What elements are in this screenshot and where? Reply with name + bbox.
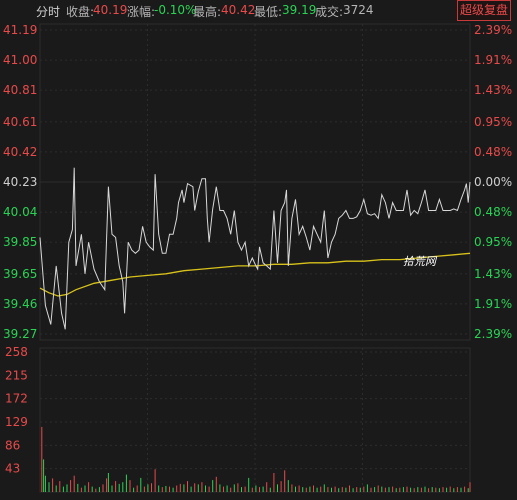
price-tick-label: 40.04	[3, 205, 37, 219]
volume-axis: 258 215 172 129 86 43	[5, 345, 28, 476]
percent-axis-right: 2.39% 1.91% 1.43% 0.95% 0.48% 0.00% 0.48% 0.95%…	[474, 23, 512, 341]
percent-tick-label: 0.48%	[474, 205, 512, 219]
price-axis-left: 41.19 41.00 40.81 40.61 40.42 40.23 40.04 39.85…	[3, 23, 37, 341]
price-tick-label: 41.19	[3, 23, 37, 37]
percent-tick-label: 0.95%	[474, 235, 512, 249]
high-label: 最高:	[193, 5, 222, 19]
volume-tick-label: 129	[5, 415, 28, 429]
close-value: 40.19	[93, 3, 128, 17]
price-tick-label: 39.65	[3, 267, 37, 281]
price-tick-label: 40.61	[3, 115, 37, 129]
percent-tick-label: 0.48%	[474, 145, 512, 159]
price-tick-label: 41.00	[3, 53, 37, 67]
chart-header: 分时 收盘: 40.19 涨幅: -0.10% 最高: 40.42 最低: 39…	[0, 0, 517, 20]
grid-lines	[39, 23, 471, 493]
volume-tick-label: 43	[5, 462, 20, 476]
percent-tick-label: 0.00%	[474, 175, 512, 189]
super-replay-button[interactable]: 超级复盘	[457, 0, 511, 21]
price-tick-label: 39.27	[3, 327, 37, 341]
volume-label: 成交:	[315, 5, 344, 19]
watermark: 拾荒网	[403, 255, 438, 268]
mode-label[interactable]: 分时	[36, 5, 61, 19]
volume-value: 3724	[343, 3, 374, 17]
percent-tick-label: 0.95%	[474, 115, 512, 129]
volume-tick-label: 215	[5, 368, 28, 382]
price-line	[39, 167, 471, 330]
price-tick-label: 40.23	[3, 175, 37, 189]
volume-bars	[41, 426, 471, 492]
percent-tick-label: 2.39%	[474, 23, 512, 37]
average-price-line	[39, 252, 471, 297]
percent-tick-label: 2.39%	[474, 327, 512, 341]
percent-tick-label: 1.43%	[474, 267, 512, 281]
low-label: 最低:	[254, 5, 283, 19]
change-label: 涨幅:	[127, 5, 156, 19]
volume-tick-label: 86	[5, 438, 20, 452]
volume-tick-label: 258	[5, 345, 28, 359]
percent-tick-label: 1.91%	[474, 297, 512, 311]
low-value: 39.19	[282, 3, 317, 17]
volume-tick-label: 172	[5, 392, 28, 406]
percent-tick-label: 1.43%	[474, 83, 512, 97]
price-tick-label: 40.42	[3, 145, 37, 159]
high-value: 40.42	[221, 3, 256, 17]
change-value: -0.10%	[154, 3, 197, 17]
price-tick-label: 40.81	[3, 83, 37, 97]
percent-tick-label: 1.91%	[474, 53, 512, 67]
price-tick-label: 39.85	[3, 235, 37, 249]
close-label: 收盘:	[66, 5, 95, 19]
price-tick-label: 39.46	[3, 297, 37, 311]
